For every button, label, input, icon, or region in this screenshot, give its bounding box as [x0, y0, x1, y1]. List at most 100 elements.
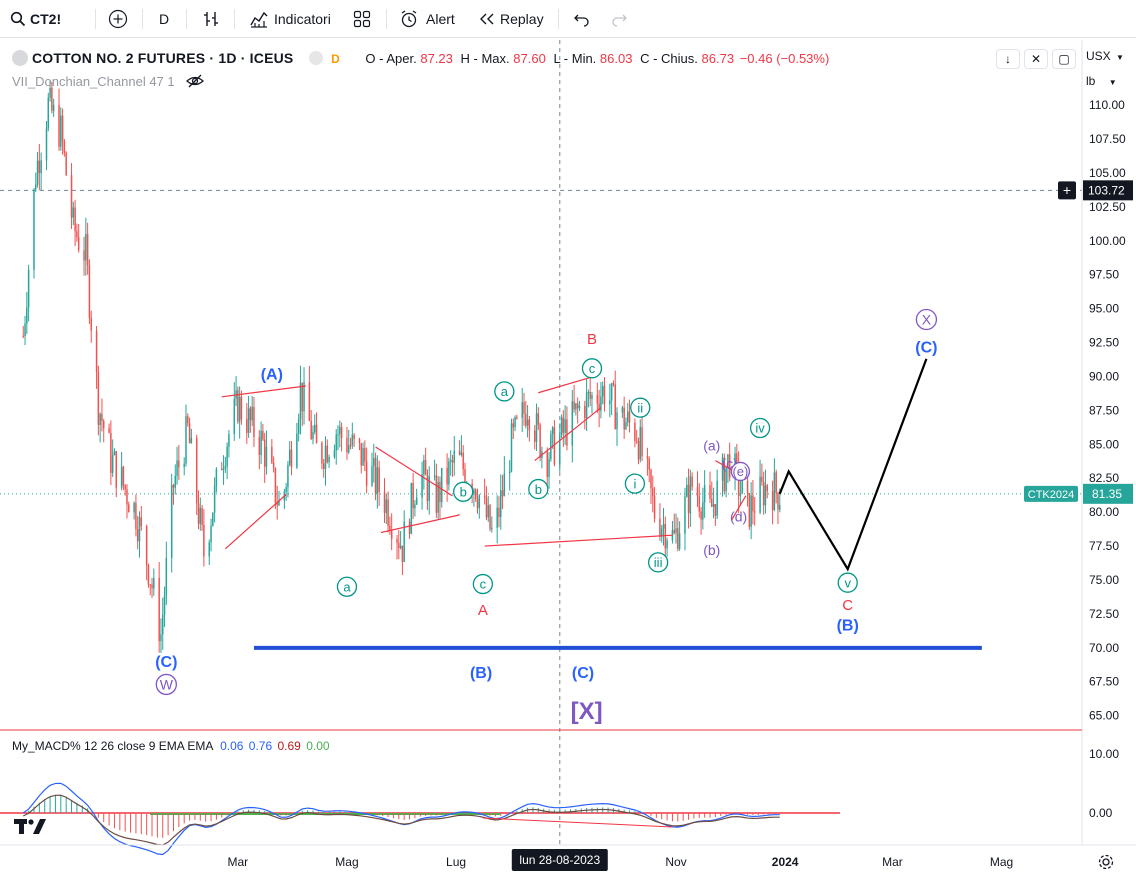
candle-body	[653, 496, 656, 519]
indicator-legend[interactable]: VII_Donchian_Channel 47 1	[12, 74, 205, 89]
toolbar-divider	[234, 9, 235, 29]
candle-body	[428, 476, 430, 502]
wave-label: c	[480, 577, 487, 592]
eye-hidden-icon[interactable]	[186, 74, 205, 88]
chart-type-button[interactable]	[201, 0, 221, 38]
plus-circle-icon	[108, 9, 128, 29]
candle-body	[675, 528, 677, 534]
symbol-name: CT2!	[30, 11, 62, 27]
search-icon	[10, 11, 26, 27]
candle-body	[208, 542, 210, 557]
toolbar-divider	[186, 9, 187, 29]
candle-body	[187, 416, 189, 424]
maximize-button[interactable]: ▢	[1052, 49, 1076, 69]
redo-button[interactable]	[610, 0, 628, 38]
axes: 65.00 67.50 70.00 72.50 75.00 77.50 80.00 82.50…	[0, 40, 1136, 871]
candle-body	[22, 335, 24, 337]
wave-labels: (A)(C)WabcA(B)abcB(C)[X]iiiiiiiv(a)(b)(c…	[155, 308, 938, 725]
alert-button[interactable]: Alert	[399, 0, 455, 38]
grid-icon	[353, 10, 371, 28]
candle-body	[147, 564, 150, 585]
macd-value: 0.06	[220, 739, 244, 753]
candle-body	[263, 439, 266, 467]
wave-label-circle	[749, 417, 771, 439]
candle-body	[199, 508, 202, 524]
candle-body	[673, 530, 675, 534]
candle-body	[550, 434, 552, 460]
unit-label: lb	[1086, 74, 1096, 88]
candle-body	[90, 317, 92, 331]
candle-body	[347, 445, 350, 453]
price-chart[interactable]: 65.00 67.50 70.00 72.50 75.00 77.50 80.00 82.50…	[0, 38, 1136, 872]
wave-label: (A)	[261, 367, 283, 384]
candle-body	[149, 584, 151, 586]
candle-body	[138, 517, 141, 542]
trendline	[538, 375, 594, 394]
candle-body	[365, 461, 368, 486]
price-tick-label: 110.00	[1089, 98, 1125, 112]
indicators-button[interactable]: Indicatori	[249, 0, 331, 38]
wave-label: (a)	[703, 438, 720, 454]
symbol-search[interactable]: CT2!	[10, 0, 61, 38]
candle-body	[153, 577, 155, 589]
unit-selector[interactable]: lb ▼	[1086, 74, 1117, 88]
currency-label: USX	[1086, 49, 1111, 63]
replay-button[interactable]: Replay	[478, 0, 544, 38]
candle-body	[396, 539, 398, 543]
candle-body	[487, 505, 489, 518]
candle-body	[603, 385, 606, 405]
trendline	[534, 407, 602, 462]
candle-body	[253, 406, 255, 437]
candle-body	[496, 507, 498, 528]
candle-body	[709, 485, 711, 499]
compress-button[interactable]: ✕	[1024, 49, 1048, 69]
candle-body	[99, 413, 101, 426]
top-toolbar: CT2! D Indicatori	[0, 0, 1136, 38]
currency-selector[interactable]: USX ▼	[1086, 49, 1124, 63]
time-axis-settings-button[interactable]	[1097, 853, 1115, 872]
candle-body	[601, 385, 604, 397]
wave-label-circle	[494, 381, 515, 402]
candle-body	[739, 493, 742, 496]
candle-body	[746, 480, 749, 494]
tradingview-logo[interactable]	[14, 816, 46, 841]
candle-body	[288, 449, 291, 465]
candle-body	[423, 460, 425, 475]
candle-body	[641, 427, 643, 457]
wave-label: A	[478, 602, 488, 619]
candle-body	[609, 400, 611, 405]
candle-body	[158, 577, 160, 642]
candle-body	[24, 323, 26, 337]
candle-body	[265, 446, 268, 467]
wave-label: iv	[755, 421, 765, 436]
candle-body	[491, 527, 493, 530]
undo-button[interactable]	[573, 0, 591, 38]
macd-signal-line	[22, 794, 780, 846]
candle-body	[203, 524, 205, 557]
price-tick-label: 87.50	[1089, 403, 1119, 417]
candle-body	[108, 428, 110, 433]
layouts-button[interactable]	[353, 0, 371, 38]
replay-label: Replay	[500, 11, 544, 27]
candle-body	[415, 497, 418, 505]
price-tick-label: 100.00	[1089, 234, 1126, 248]
candle-body	[635, 440, 638, 442]
chart-pane[interactable]: 65.00 67.50 70.00 72.50 75.00 77.50 80.00 82.50…	[0, 38, 1136, 872]
candle-body	[714, 504, 717, 516]
compare-button[interactable]	[107, 0, 129, 38]
trendline	[221, 385, 306, 398]
scroll-down-button[interactable]: ↓	[996, 49, 1020, 69]
trendline	[730, 495, 747, 521]
candle-body	[598, 403, 600, 411]
price-tick-label: 97.50	[1089, 268, 1119, 282]
candle-body	[353, 434, 355, 439]
ohlc-low-label: L - Min.	[553, 51, 597, 66]
wave-label-circle	[336, 576, 358, 597]
candle-body	[424, 460, 427, 476]
candle-body	[421, 474, 423, 498]
candle-body	[374, 457, 377, 494]
candle-body	[460, 452, 463, 455]
wave-label-circle	[647, 552, 669, 573]
candle-body	[88, 264, 91, 318]
interval-button[interactable]: D	[159, 0, 169, 38]
